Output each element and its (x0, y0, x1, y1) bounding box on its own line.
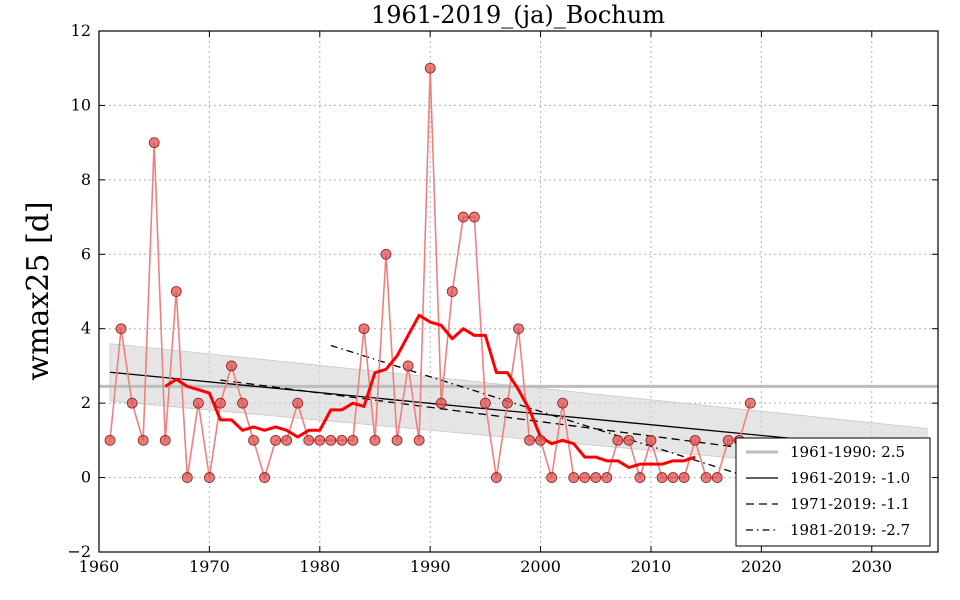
data-point (557, 397, 569, 409)
x-tick-label: 2030 (851, 557, 892, 576)
data-point (137, 434, 149, 446)
plot-frame (98, 30, 939, 553)
data-point (468, 211, 480, 223)
data-point (181, 472, 193, 483)
data-point (513, 323, 524, 335)
data-point (104, 434, 116, 446)
data-point (491, 472, 502, 483)
data-point (535, 434, 546, 446)
data-point (612, 434, 624, 446)
data-point (270, 434, 282, 446)
x-tick-label: 1980 (299, 557, 340, 576)
data-point (700, 472, 712, 483)
data-point (248, 434, 259, 446)
data-point (215, 397, 226, 409)
data-point (435, 397, 447, 409)
x-tick-label: 2020 (741, 557, 782, 576)
data-point (678, 472, 690, 483)
legend-label: 1961-1990: 2.5 (790, 443, 905, 461)
data-point (148, 137, 160, 149)
data-point (259, 472, 270, 483)
data-point (601, 472, 613, 483)
data-point (744, 397, 756, 409)
y-tick-label: 10 (71, 95, 91, 114)
data-point (170, 286, 182, 297)
data-point (292, 397, 304, 409)
x-tick-label: 1990 (410, 557, 451, 576)
y-tick-label: 2 (81, 393, 91, 412)
legend: 1961-1990: 2.5 1961-2019: -1.0 1971-2019: … (735, 437, 931, 547)
data-point (722, 434, 734, 446)
data-point (634, 472, 646, 483)
data-point (115, 323, 127, 335)
data-point (568, 472, 580, 483)
data-point (402, 360, 414, 372)
x-tick-label: 1960 (79, 557, 120, 576)
x-tick-label: 1970 (189, 557, 230, 576)
grid (99, 31, 938, 552)
data-point (689, 434, 701, 446)
legend-label: 1971-2019: -1.1 (790, 495, 910, 513)
chart-title: 1961-2019_(ja)_Bochum (371, 1, 665, 29)
data-point (203, 472, 215, 483)
data-point (303, 434, 315, 446)
data-point (524, 434, 535, 446)
x-tick-label: 2010 (631, 557, 672, 576)
data-point (336, 434, 348, 446)
y-tick-label: 0 (81, 468, 91, 487)
running-mean-line (164, 313, 696, 470)
y-tick-label: 12 (71, 21, 91, 40)
data-point (369, 434, 381, 446)
data-point (446, 286, 458, 297)
legend-box (735, 437, 931, 547)
data-point (192, 397, 204, 409)
y-tick-label: 8 (81, 170, 91, 189)
axis-ticks: 1960 1970 1980 1990 2000 2010 2020 2030 −2 0 2 4 6 8 1… (67, 21, 938, 576)
legend-label: 1981-2019: -2.7 (790, 521, 910, 539)
data-point (226, 360, 237, 372)
data-point (579, 472, 591, 483)
data-point (325, 434, 337, 446)
data-point (711, 472, 723, 483)
x-tick-label: 2000 (520, 557, 561, 576)
data-point (590, 472, 602, 483)
data-point (237, 397, 248, 409)
trend-line-dashed (220, 379, 751, 450)
data-point (347, 434, 359, 446)
data-point (479, 397, 491, 409)
data-point (413, 434, 425, 446)
data-point (656, 472, 668, 483)
legend-label: 1961-2019: -1.0 (790, 469, 910, 487)
data-point (645, 434, 657, 446)
trend-line-dashdot (330, 344, 751, 479)
y-tick-label: 6 (81, 244, 91, 263)
data-point (281, 434, 293, 446)
data-point (380, 248, 392, 260)
data-point (159, 434, 171, 446)
data-point (358, 323, 370, 335)
data-point (667, 472, 679, 483)
data-point (502, 397, 513, 409)
data-points (104, 62, 756, 483)
y-axis-label: wmax25 [d] (21, 201, 56, 380)
data-point (546, 472, 558, 483)
data-point (314, 434, 326, 446)
data-point (126, 397, 138, 409)
y-tick-label: 4 (81, 319, 91, 338)
y-tick-label: −2 (67, 542, 91, 561)
data-point (424, 62, 436, 74)
data-point (391, 434, 403, 446)
data-point (623, 434, 635, 446)
data-point (457, 211, 469, 223)
